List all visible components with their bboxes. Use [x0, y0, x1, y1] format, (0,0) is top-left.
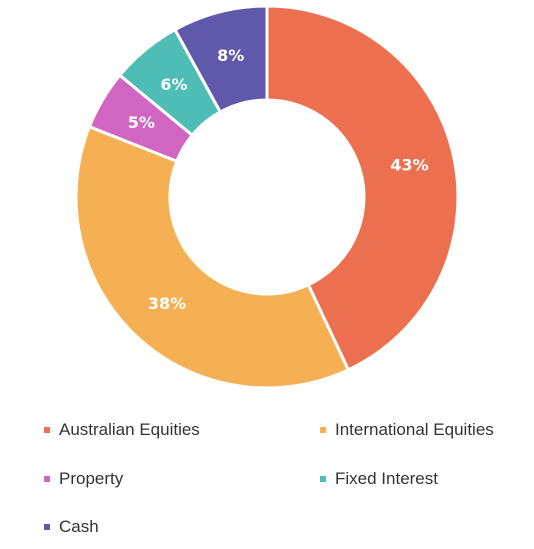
- slice-label-cash: 8%: [217, 46, 244, 65]
- legend-swatch-cash: [44, 524, 50, 530]
- legend-label: Fixed Interest: [335, 469, 438, 488]
- legend-label: Cash: [59, 517, 99, 536]
- legend-swatch-property: [44, 476, 50, 482]
- legend-label: Property: [59, 469, 124, 488]
- legend-swatch-international-equities: [320, 427, 326, 433]
- slice-label-property: 5%: [128, 113, 155, 132]
- slice-australian-equities[interactable]: [265, 4, 460, 372]
- slice-label-international-equities: 38%: [148, 294, 186, 313]
- slice-international-equities[interactable]: [74, 125, 350, 390]
- legend-item-property[interactable]: Property: [44, 467, 123, 491]
- legend-item-cash[interactable]: Cash: [44, 515, 99, 539]
- slice-cash[interactable]: [173, 4, 269, 114]
- slice-label-australian-equities: 43%: [390, 156, 428, 175]
- slice-label-fixed-interest: 6%: [160, 75, 187, 94]
- legend-item-fixed-interest[interactable]: Fixed Interest: [320, 467, 438, 491]
- legend-label: Australian Equities: [59, 420, 200, 439]
- donut-labels: 43% 38% 5% 6% 8%: [128, 46, 429, 313]
- legend-label: International Equities: [335, 420, 494, 439]
- legend-swatch-australian-equities: [44, 427, 50, 433]
- legend-item-international-equities[interactable]: International Equities: [320, 418, 494, 442]
- legend-item-australian-equities[interactable]: Australian Equities: [44, 418, 200, 442]
- legend-swatch-fixed-interest: [320, 476, 326, 482]
- donut-chart: 43% 38% 5% 6% 8%: [74, 4, 460, 390]
- donut-slices: [74, 4, 460, 390]
